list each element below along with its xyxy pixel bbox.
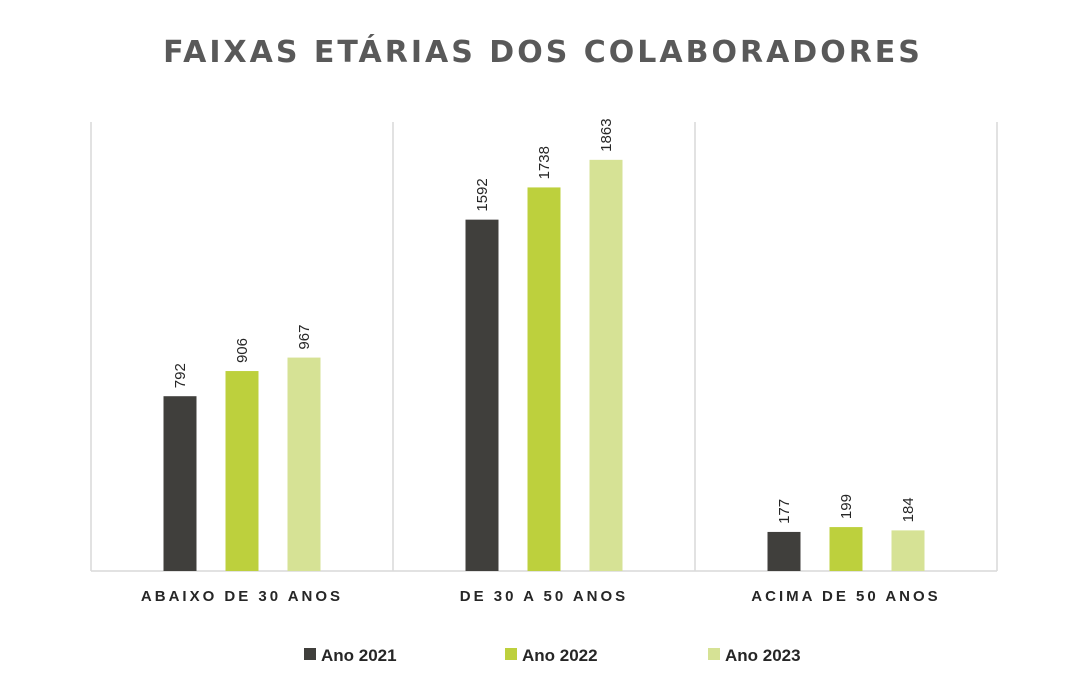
plot-area: 792 906 967 ABAIXO DE 30 ANOS 1592 1738 1863 DE… — [90, 118, 998, 605]
bar — [527, 187, 561, 571]
legend-swatch — [304, 648, 316, 660]
category-label: ACIMA DE 50 ANOS — [751, 588, 940, 605]
bar — [767, 531, 801, 571]
bar — [891, 530, 925, 571]
legend-label: Ano 2022 — [522, 646, 598, 665]
bar — [829, 527, 863, 571]
legend-swatch — [708, 648, 720, 660]
category-label: DE 30 A 50 ANOS — [460, 588, 628, 605]
legend-label: Ano 2023 — [725, 646, 801, 665]
bar — [465, 219, 499, 571]
category-label: ABAIXO DE 30 ANOS — [141, 588, 343, 605]
chart-title: FAIXAS ETÁRIAS DOS COLABORADORES — [163, 34, 923, 70]
bar — [225, 371, 259, 571]
data-label: 1863 — [598, 118, 615, 151]
data-label: 177 — [776, 499, 793, 524]
data-label: 906 — [234, 338, 251, 363]
data-label: 792 — [172, 363, 189, 388]
bar — [287, 357, 321, 571]
bar — [163, 396, 197, 571]
data-label: 1738 — [536, 146, 553, 179]
data-label: 1592 — [474, 178, 491, 211]
data-label: 184 — [900, 497, 917, 522]
bar — [589, 159, 623, 571]
legend-label: Ano 2021 — [321, 646, 397, 665]
legend-swatch — [505, 648, 517, 660]
data-label: 199 — [838, 494, 855, 519]
data-label: 967 — [296, 325, 313, 350]
legend: Ano 2021 Ano 2022 Ano 2023 — [304, 646, 801, 665]
